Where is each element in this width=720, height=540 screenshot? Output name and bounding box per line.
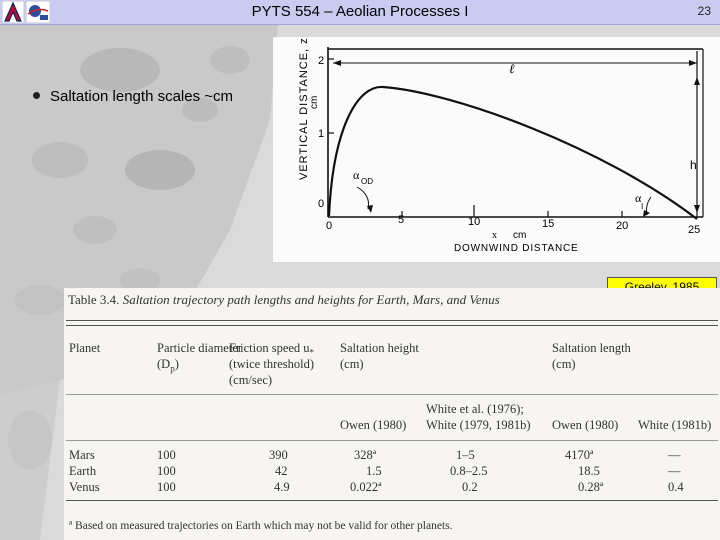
header-friction: Friction speed u* [229,341,315,358]
cell-white-length: — [668,448,681,462]
cell-planet: Earth [69,464,97,478]
cell-diameter: 100 [157,448,176,462]
cell-owen-height: 0.022ª [350,480,382,494]
cell-owen-height: 1.5 [366,464,382,478]
impact-angle-label: α [635,191,642,205]
cell-planet: Mars [69,448,95,462]
table-caption-text: Saltation trajectory path lengths and he… [122,292,500,307]
cell-owen-length: 0.28ª [578,480,604,494]
y-axis-unit: cm [309,96,320,109]
subheader-white-a: White et al. (1976); [426,402,524,416]
cell-owen-length: 18.5 [578,464,600,478]
x-axis-label: DOWNWIND DISTANCE [454,243,579,254]
page-number: 23 [697,4,711,18]
x-tick-label: 5 [398,214,404,226]
bullet-text: Saltation length scales ~cm [50,88,234,105]
cell-diameter: 100 [157,464,176,478]
table-rule-mid [66,394,718,395]
cell-friction: 390 [269,448,288,462]
header-length: Saltation length [552,341,631,355]
cell-diameter: 100 [157,480,176,494]
university-a-logo-icon [2,1,24,23]
table-rule-bottom [66,500,718,501]
launch-angle-label: α [353,168,360,182]
table-footnote: ª Based on measured trajectories on Eart… [69,520,453,532]
lunar-planetary-lab-logo-icon [26,1,50,23]
header-planet: Planet [69,341,101,355]
cell-white-height: 1–5 [456,448,475,462]
cell-white-height: 0.2 [462,480,478,494]
subheader-white-length: White (1981b) [638,418,712,432]
header-height-unit: (cm) [340,357,364,371]
table-rule-data [66,440,718,441]
cell-planet: Venus [69,480,100,494]
cell-owen-height: 328ª [354,448,377,462]
cell-friction: 42 [275,464,288,478]
cell-owen-length: 4170ª [565,448,594,462]
launch-angle-subscript: OD [361,177,373,186]
x-tick-label: 15 [542,218,554,230]
subheader-owen-length: Owen (1980) [552,418,619,432]
header-diameter: Particle diameter [157,341,243,355]
trajectory-curve [327,85,698,220]
header-length-unit: (cm) [552,357,576,371]
table-rule-top [66,320,718,321]
header-diameter-symbol: (Dp) [157,357,179,374]
length-label: ℓ [509,61,515,76]
saltation-trajectory-diagram: 2 1 0 0 5 10 15 20 25 ℓ h α OD α I VERTI… [273,37,720,262]
subheader-owen-height: Owen (1980) [340,418,407,432]
y-tick-label: 1 [318,128,324,140]
y-tick-label: 2 [318,55,324,67]
x-tick-label: 10 [468,216,480,228]
slide-title: PYTS 554 – Aeolian Processes I [251,3,469,20]
impact-angle-subscript: I [641,202,643,211]
y-axis-label: VERTICAL DISTANCE, z [298,37,310,180]
cell-friction: 4.9 [274,480,290,494]
table-caption: Table 3.4. Saltation trajectory path len… [68,292,500,308]
bullet-point: Saltation length scales ~cm [33,88,233,105]
header-height: Saltation height [340,341,419,355]
height-label: h [690,158,697,172]
header-friction-note: (twice threshold) [229,357,315,371]
cell-white-length: — [668,464,681,478]
slide-header: PYTS 554 – Aeolian Processes I 23 [0,0,720,25]
x-tick-label: 20 [616,220,628,232]
cell-white-height: 0.8–2.5 [450,464,488,478]
x-variable-label: x [492,230,497,241]
y-tick-label: 0 [318,198,324,210]
subheader-white-b: White (1979, 1981b) [426,418,531,432]
header-friction-unit: (cm/sec) [229,373,273,387]
x-tick-label: 0 [326,220,332,232]
x-tick-label: 25 [688,224,700,236]
saltation-table: Table 3.4. Saltation trajectory path len… [64,288,720,540]
x-unit-label: cm [513,230,526,241]
table-caption-number: Table 3.4. [68,292,120,307]
cell-white-length: 0.4 [668,480,684,494]
bullet-dot-icon [33,91,40,99]
table-rule-top-2 [66,325,718,326]
